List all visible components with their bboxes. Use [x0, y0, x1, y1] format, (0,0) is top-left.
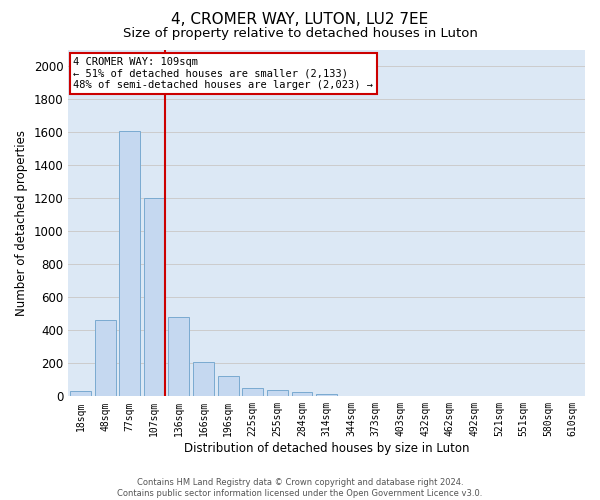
Bar: [316, 394, 337, 396]
Bar: [144, 198, 165, 396]
Bar: [267, 390, 288, 396]
Bar: [119, 131, 140, 396]
Bar: [242, 388, 263, 396]
Bar: [169, 317, 190, 396]
Bar: [95, 320, 116, 396]
Bar: [218, 376, 239, 396]
Y-axis label: Number of detached properties: Number of detached properties: [15, 130, 28, 316]
Text: Contains HM Land Registry data © Crown copyright and database right 2024.
Contai: Contains HM Land Registry data © Crown c…: [118, 478, 482, 498]
Bar: [70, 392, 91, 396]
Text: 4, CROMER WAY, LUTON, LU2 7EE: 4, CROMER WAY, LUTON, LU2 7EE: [172, 12, 428, 28]
Text: Size of property relative to detached houses in Luton: Size of property relative to detached ho…: [122, 28, 478, 40]
Text: 4 CROMER WAY: 109sqm
← 51% of detached houses are smaller (2,133)
48% of semi-de: 4 CROMER WAY: 109sqm ← 51% of detached h…: [73, 57, 373, 90]
X-axis label: Distribution of detached houses by size in Luton: Distribution of detached houses by size …: [184, 442, 469, 455]
Bar: [292, 392, 313, 396]
Bar: [193, 362, 214, 396]
